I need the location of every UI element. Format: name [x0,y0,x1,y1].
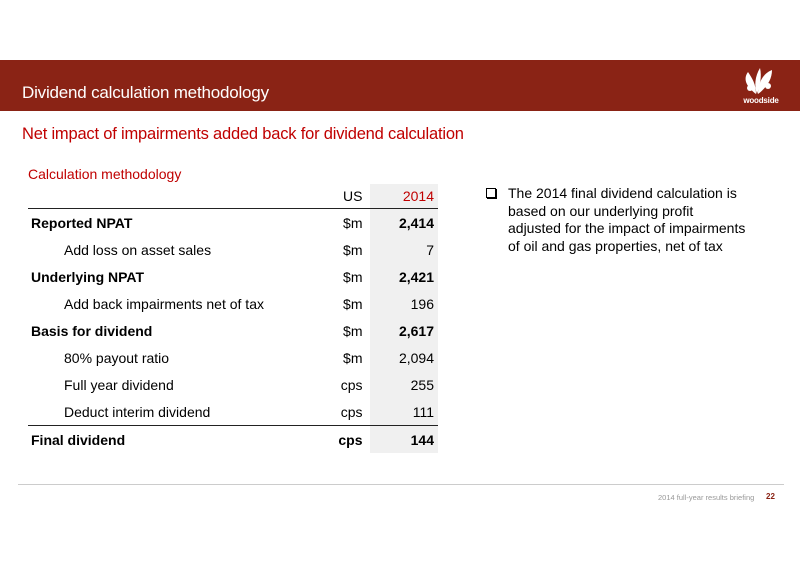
calc-heading: Calculation methodology [28,166,182,182]
row-value: 2,617 [370,317,438,344]
slide-subtitle: Net impact of impairments added back for… [22,125,464,143]
row-value: 196 [370,290,438,317]
row-value: 2,421 [370,263,438,290]
row-value: 2,414 [370,208,438,236]
row-value: 7 [370,236,438,263]
table-row: Underlying NPAT $m 2,421 [28,263,438,290]
slide-title: Dividend calculation methodology [22,83,269,102]
table-row: 80% payout ratio $m 2,094 [28,344,438,371]
page-number: 22 [766,492,775,501]
row-unit: cps [340,403,363,420]
row-label: Add back impairments net of tax [64,295,264,312]
row-value: 111 [370,398,438,426]
table-row: Basis for dividend $m 2,617 [28,317,438,344]
row-unit: cps [304,425,371,453]
row-unit: $m [343,268,363,285]
table-row-total: Final dividend cps 144 [28,425,438,453]
table-header-row: US 2014 [28,184,438,209]
row-label: 80% payout ratio [64,349,170,366]
bullet-text: The 2014 final dividend calculation is b… [508,185,746,254]
row-unit: cps [340,376,363,393]
header-banner: Dividend calculation methodology woodsid… [0,60,800,111]
row-label: Basis for dividend [31,322,153,339]
row-unit: $m [343,322,363,339]
footer-text: 2014 full-year results briefing [658,493,755,502]
row-label: Underlying NPAT [31,268,145,285]
woodside-logo: woodside [728,64,788,108]
row-value: 144 [370,425,438,453]
woodside-leaf-icon [745,68,772,94]
row-value: 255 [370,371,438,398]
row-label: Add loss on asset sales [64,241,212,258]
header-year: 2014 [370,184,438,209]
row-label: Full year dividend [64,376,174,393]
header-label-cell [28,184,305,209]
table-row: Add loss on asset sales $m 7 [28,236,438,263]
row-label: Final dividend [28,425,305,453]
table-row: Deduct interim dividend cps 111 [28,398,438,426]
row-value: 2,094 [370,344,438,371]
checkbox-bullet-icon [486,188,496,198]
table-row: Reported NPAT $m 2,414 [28,208,438,236]
row-unit: $m [343,349,363,366]
bullet-point: The 2014 final dividend calculation is b… [486,185,746,255]
footer-divider [18,484,784,485]
table-row: Full year dividend cps 255 [28,371,438,398]
row-label: Deduct interim dividend [64,403,211,420]
header-unit: US [304,184,371,209]
logo-text: woodside [743,96,779,105]
row-unit: $m [343,214,363,231]
table-row: Add back impairments net of tax $m 196 [28,290,438,317]
row-unit: $m [343,295,363,312]
row-unit: $m [343,241,363,258]
row-label: Reported NPAT [31,214,133,231]
calculation-table: US 2014 Reported NPAT $m 2,414 Add loss … [28,184,438,453]
